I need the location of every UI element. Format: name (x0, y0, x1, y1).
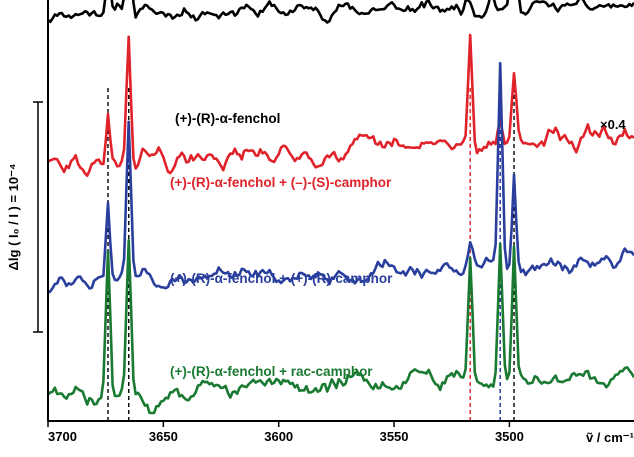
series-line-1 (47, 33, 634, 177)
x-axis-ticks: 3700 3650 3600 3550 3500 (47, 421, 524, 444)
x-tick-label: 3500 (495, 429, 524, 444)
x-axis-label: ṽ / cm⁻¹ (586, 430, 634, 445)
scale-bar (33, 101, 43, 333)
series-line-2 (47, 61, 634, 294)
series-label-fenchol: (+)-(R)-α-fenchol (175, 111, 280, 126)
x-tick-label: 3550 (380, 429, 409, 444)
series-line-3 (47, 238, 634, 415)
x-tick-label: 3600 (264, 429, 293, 444)
x-tick-label: 3650 (149, 429, 178, 444)
series-label-fenchol-s-camphor: (+)-(R)-α-fenchol + (–)-(S)-camphor (170, 175, 392, 190)
series-label-fenchol-rac-camphor: (+)-(R)-α-fenchol + rac-camphor (170, 364, 373, 379)
scale-note: ×0.4 (600, 117, 626, 132)
series-label-fenchol-r-camphor: (+)-(R)-α-fenchol + (+)-(R)-camphor (170, 271, 393, 286)
spectra-series (47, 0, 634, 415)
y-axis-label: Δlg ( I₀ / I ) = 10⁻⁴ (6, 164, 21, 271)
series-line-0 (47, 0, 634, 24)
x-tick-label: 3700 (48, 429, 77, 444)
